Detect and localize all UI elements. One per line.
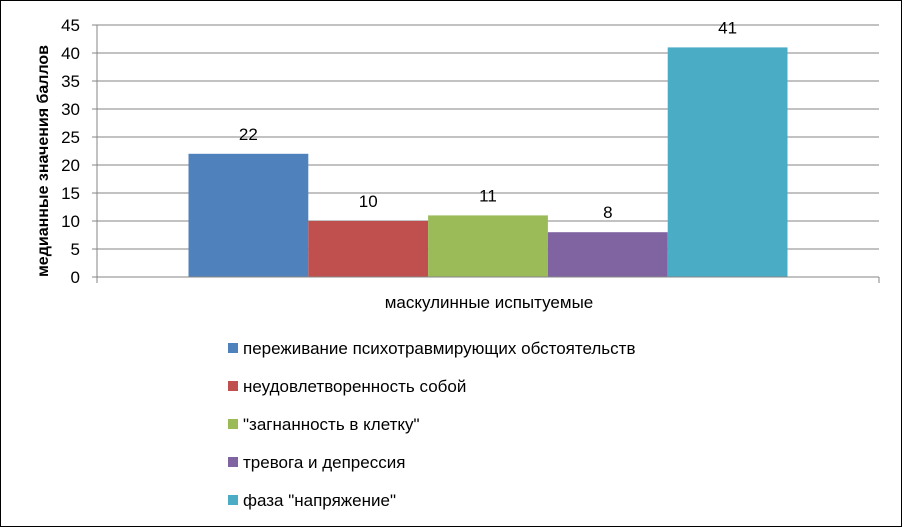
axes	[96, 25, 880, 283]
bar	[428, 215, 548, 277]
y-tick-label: 15	[61, 184, 80, 203]
legend: переживание психотравмирующих обстоятель…	[228, 339, 635, 510]
y-tick-label: 45	[61, 16, 80, 35]
legend-swatch	[228, 457, 238, 467]
data-label: 8	[603, 203, 612, 222]
legend-entry-label: неудовлетворенность собой	[243, 377, 466, 396]
y-axis-label: медианные значения баллов	[35, 45, 52, 277]
data-label: 22	[239, 125, 258, 144]
legend-entry-label: переживание психотравмирующих обстоятель…	[243, 339, 635, 358]
bars	[188, 47, 788, 278]
y-tick-label: 25	[61, 128, 80, 147]
legend-swatch	[228, 381, 238, 391]
y-tick-label: 30	[61, 100, 80, 119]
legend-entry-label: "загнанность в клетку"	[243, 415, 420, 434]
y-tick-label: 10	[61, 212, 80, 231]
bar	[188, 153, 309, 277]
y-tick-label: 20	[61, 156, 80, 175]
legend-swatch	[228, 495, 238, 505]
y-tick-label: 0	[71, 268, 80, 287]
legend-swatch	[228, 419, 238, 429]
data-label: 11	[479, 186, 497, 205]
legend-swatch	[228, 343, 238, 353]
legend-entry-label: тревога и депрессия	[243, 453, 405, 472]
bar	[308, 221, 429, 277]
y-axis-ticks: 0 5 10 15 20 25 30 35 40 45	[61, 16, 97, 287]
y-tick-label: 5	[71, 240, 80, 259]
data-label: 10	[359, 192, 378, 211]
bar	[547, 232, 668, 277]
y-tick-label: 40	[61, 44, 80, 63]
data-label: 41	[718, 18, 737, 37]
legend-entry-label: фаза "напряжение"	[243, 491, 396, 510]
bar	[667, 47, 788, 278]
data-labels: 22 10 11 8 41	[239, 18, 737, 222]
x-category-label: маскулинные испытуемые	[385, 293, 594, 312]
y-tick-label: 35	[61, 72, 80, 91]
